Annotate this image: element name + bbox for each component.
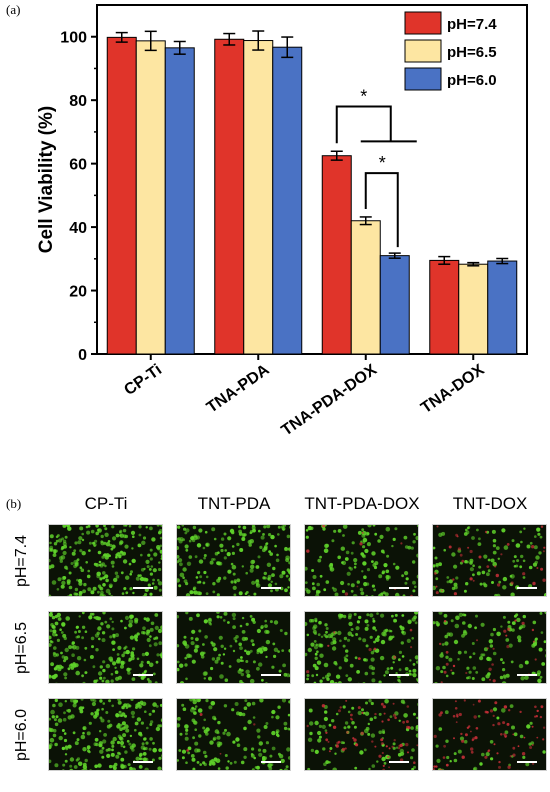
- micrograph-image: [305, 525, 418, 596]
- micrograph-image: [433, 525, 546, 596]
- bar-chart: 0 20 40 60 80 100 Cell Viability (%) CP-Ti TNA-P…: [36, 4, 528, 440]
- y-tick-label: 60: [69, 157, 87, 174]
- micrograph-row-header: pH=6.5: [13, 621, 30, 675]
- scale-bar: [261, 761, 281, 763]
- fluorescence-micrograph: [48, 698, 163, 771]
- fluorescence-micrograph: [48, 611, 163, 684]
- micrograph-column-header: CP-Ti: [84, 494, 128, 513]
- micrograph-row-header: pH=6.0: [13, 708, 30, 762]
- scale-bar: [133, 587, 153, 589]
- bar: [243, 40, 274, 355]
- legend-swatch: [404, 11, 442, 35]
- bar: [321, 155, 352, 355]
- y-tick-label: 20: [69, 284, 87, 301]
- micrograph-row-header: pH=7.4: [13, 534, 30, 588]
- fluorescence-micrograph: [432, 698, 547, 771]
- significance-star: *: [379, 153, 386, 173]
- fluorescence-micrograph: [48, 524, 163, 597]
- scale-bar: [389, 587, 409, 589]
- legend-label: pH=6.5: [447, 44, 497, 61]
- micrograph-image: [177, 612, 290, 683]
- bar: [458, 263, 489, 355]
- fluorescence-micrograph: [176, 698, 291, 771]
- panel-a-label: (a): [6, 2, 21, 17]
- micrograph-image: [433, 699, 546, 770]
- x-tick-label: TNA-PDA: [204, 361, 273, 416]
- micrograph-image: [49, 525, 162, 596]
- fluorescence-micrograph: [432, 611, 547, 684]
- fluorescence-micrograph: [304, 611, 419, 684]
- scale-bar: [133, 674, 153, 676]
- legend-swatch: [404, 39, 442, 63]
- fluorescence-micrograph: [304, 698, 419, 771]
- bar: [379, 255, 410, 355]
- scale-bar: [517, 587, 537, 589]
- x-tick-label: TNA-PDA-DOX: [279, 361, 381, 439]
- micrograph-image: [305, 612, 418, 683]
- y-tick-label: 40: [69, 220, 87, 237]
- micrograph-column-header: TNT-DOX: [452, 494, 528, 513]
- micrograph-image: [177, 699, 290, 770]
- scale-bar: [389, 674, 409, 676]
- micrograph-image: [49, 699, 162, 770]
- significance-star: *: [360, 87, 367, 107]
- scale-bar: [261, 587, 281, 589]
- fluorescence-micrograph: [176, 524, 291, 597]
- y-tick-label: 100: [60, 30, 87, 47]
- panel-b-label: (b): [6, 496, 22, 511]
- x-tick-label: TNA-DOX: [418, 361, 488, 417]
- micrograph-image: [433, 612, 546, 683]
- bar: [135, 40, 166, 355]
- bar: [214, 38, 245, 355]
- scale-bar: [389, 761, 409, 763]
- bar: [272, 46, 303, 355]
- micrograph-column-header: TNT-PDA-DOX: [304, 494, 420, 513]
- bar: [350, 220, 381, 355]
- scale-bar: [261, 674, 281, 676]
- bar: [487, 260, 518, 355]
- plot-frame: [96, 4, 528, 355]
- y-tick-label: 0: [78, 347, 87, 364]
- legend-label: pH=7.4: [447, 16, 497, 33]
- scale-bar: [517, 674, 537, 676]
- legend-swatch: [404, 67, 442, 91]
- micrograph-image: [49, 612, 162, 683]
- bar: [429, 259, 460, 355]
- bar: [106, 36, 137, 355]
- fluorescence-micrograph: [304, 524, 419, 597]
- significance-bracket: [335, 105, 392, 144]
- micrograph-image: [177, 525, 290, 596]
- significance-bracket: [364, 172, 399, 248]
- scale-bar: [517, 761, 537, 763]
- micrograph-column-header: TNT-PDA: [197, 494, 271, 513]
- micrograph-image: [306, 699, 418, 770]
- bar: [164, 47, 195, 355]
- fluorescence-micrograph: [432, 524, 547, 597]
- x-tick-label: CP-Ti: [121, 361, 165, 399]
- y-tick-label: 80: [69, 93, 87, 110]
- fluorescence-micrograph: [176, 611, 291, 684]
- legend-label: pH=6.0: [447, 72, 497, 89]
- scale-bar: [133, 761, 153, 763]
- y-axis-title: Cell Viability (%): [36, 106, 57, 253]
